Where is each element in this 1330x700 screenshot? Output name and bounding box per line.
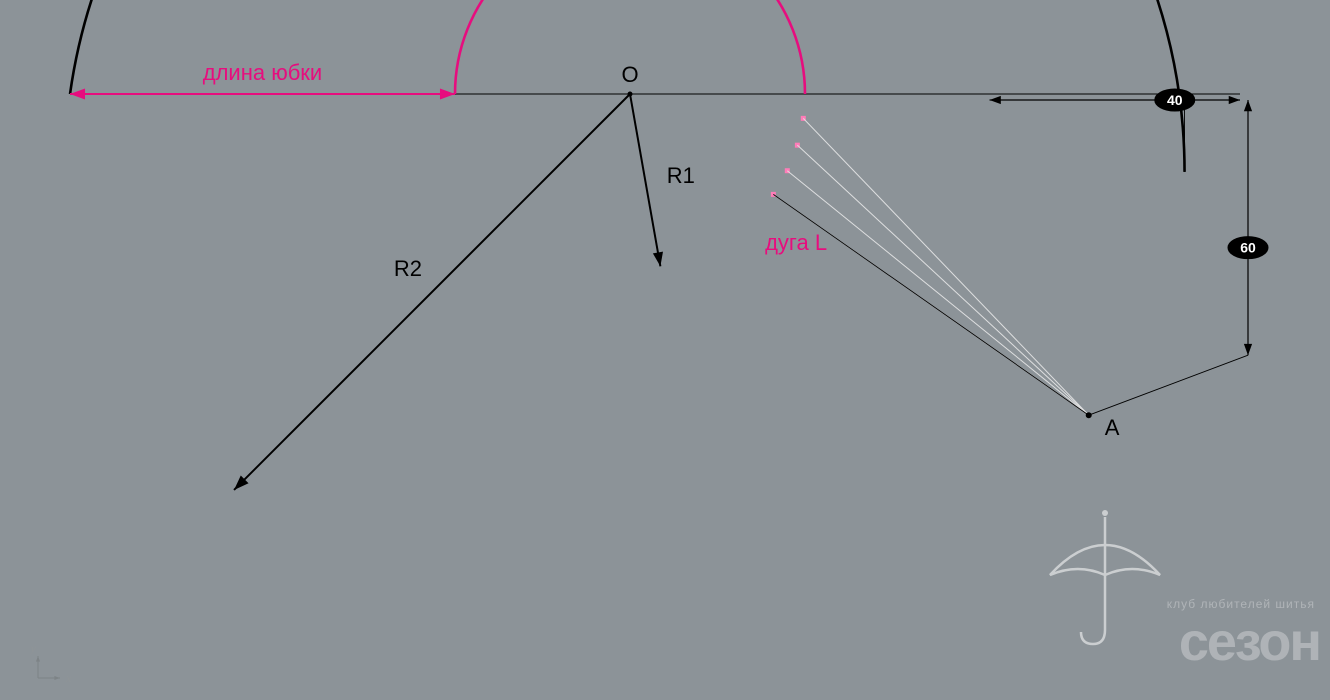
label-a: A (1105, 415, 1120, 440)
dim60-value: 60 (1240, 240, 1256, 256)
label-o: O (621, 62, 638, 87)
dim40-value: 40 (1167, 92, 1183, 108)
diagram-svg: длина юбки O R1 R2 Aдуга L 40 60 x y клуб любител… (0, 0, 1330, 700)
diagram-stage: длина юбки O R1 R2 Aдуга L 40 60 x y клуб любител… (0, 0, 1330, 700)
axis-x-label: x (65, 671, 72, 685)
watermark-tagline: клуб любителей шитья (1167, 597, 1315, 611)
skirt-length-label: длина юбки (203, 60, 322, 85)
background (0, 0, 1330, 700)
watermark-brand: сезон (1179, 612, 1320, 672)
label-r2: R2 (394, 256, 422, 281)
axis-y-label: y (30, 641, 37, 655)
watermark-umbrella-tip (1102, 510, 1108, 516)
label-r1: R1 (667, 163, 695, 188)
label-arc-l: дуга L (765, 230, 827, 255)
